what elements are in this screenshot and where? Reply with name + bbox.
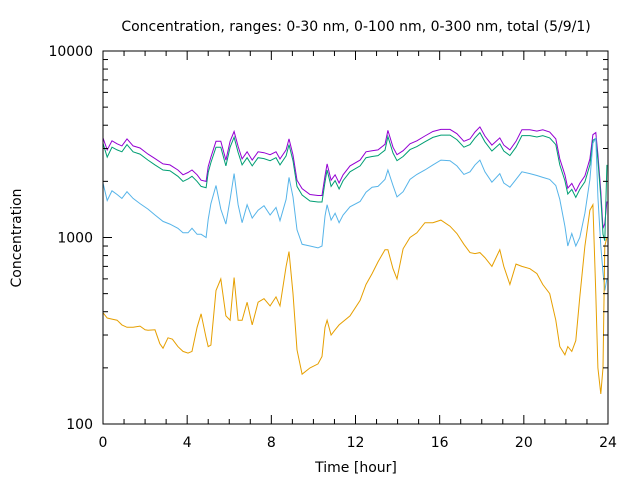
y-tick-label: 100	[66, 417, 93, 433]
x-tick-label: 20	[515, 435, 533, 451]
x-axis-label: Time [hour]	[314, 460, 397, 476]
series-line-total	[102, 126, 608, 229]
series-layer	[102, 126, 608, 394]
series-line-0-100-nm	[102, 136, 608, 291]
y-tick-label: 10000	[48, 44, 93, 60]
x-tick-label: 12	[347, 435, 365, 451]
x-tick-label: 8	[267, 435, 276, 451]
series-line-0-30-nm	[102, 202, 608, 394]
plot-frame	[102, 50, 609, 425]
y-tick-label: 1000	[57, 231, 93, 247]
y-tick-labels: 100 1000 10000	[48, 44, 93, 433]
ticks-layer	[102, 50, 609, 425]
x-tick-label: 4	[183, 435, 192, 451]
x-tick-label: 0	[99, 435, 108, 451]
x-tick-label: 24	[599, 435, 617, 451]
x-tick-label: 16	[431, 435, 449, 451]
chart-title: Concentration, ranges: 0-30 nm, 0-100 nm…	[121, 19, 590, 35]
x-tick-labels: 0 4 8 12 16 20 24	[99, 435, 617, 451]
y-axis-label: Concentration	[9, 188, 25, 287]
series-line-0-300-nm	[102, 131, 608, 241]
